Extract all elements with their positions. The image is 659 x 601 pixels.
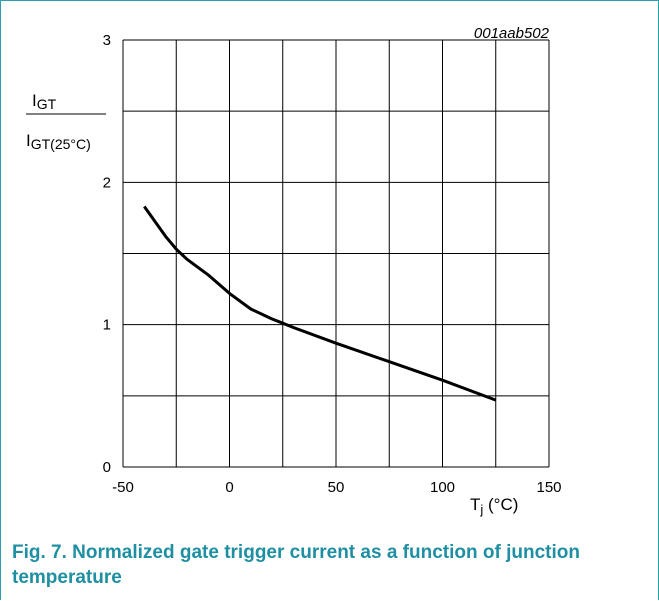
- figure-caption: Fig. 7. Normalized gate trigger current …: [12, 542, 580, 588]
- x-tick-label: 150: [536, 479, 561, 496]
- y-label-denominator: IGT(25°C): [26, 131, 91, 152]
- y-tick-label: 2: [103, 174, 111, 191]
- grid-lines: [122, 39, 550, 468]
- y-tick-label: 3: [103, 32, 111, 49]
- y-axis-label: IGT IGT(25°C): [26, 91, 106, 152]
- x-tick-label: 50: [328, 479, 345, 496]
- series-layer: [143, 205, 497, 402]
- figure-id-label: 001aab502: [474, 25, 550, 42]
- x-axis-label: Tj (°C): [470, 495, 518, 517]
- series-line: [143, 205, 497, 402]
- y-tick-label: 1: [103, 317, 111, 334]
- y-tick-label: 0: [103, 459, 111, 476]
- x-tick-label: 0: [225, 479, 233, 496]
- x-tick-label: 100: [430, 479, 455, 496]
- x-tick-label: -50: [112, 479, 134, 496]
- y-label-numerator: IGT: [32, 91, 57, 112]
